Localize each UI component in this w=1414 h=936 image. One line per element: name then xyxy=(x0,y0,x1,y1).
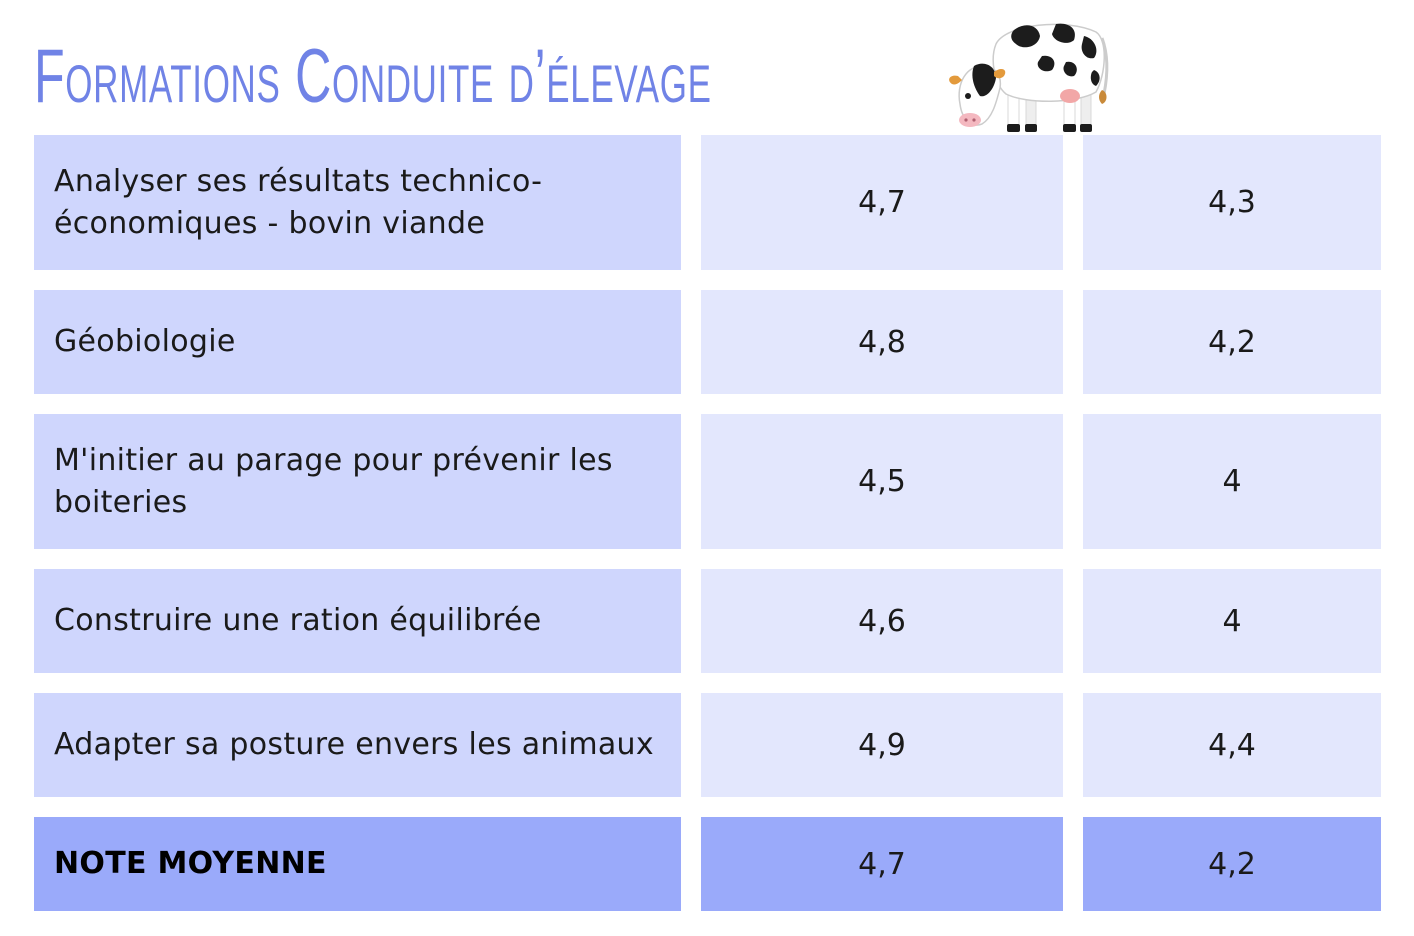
score-column-2: 4 xyxy=(1083,414,1381,549)
average-score-1: 4,7 xyxy=(701,817,1063,911)
table-row: Adapter sa posture envers les animaux 4,… xyxy=(0,693,1414,797)
formation-label: Adapter sa posture envers les animaux xyxy=(34,693,681,797)
average-label: NOTE MOYENNE xyxy=(34,817,681,911)
score-column-1: 4,9 xyxy=(701,693,1063,797)
score-column-1: 4,8 xyxy=(701,290,1063,394)
score-column-1: 4,6 xyxy=(701,569,1063,673)
table-row: Géobiologie 4,8 4,2 xyxy=(0,290,1414,394)
score-column-2: 4,2 xyxy=(1083,290,1381,394)
score-column-2: 4,3 xyxy=(1083,135,1381,270)
formation-label: Construire une ration équilibrée xyxy=(34,569,681,673)
cow-icon xyxy=(949,23,1109,132)
average-score-2: 4,2 xyxy=(1083,817,1381,911)
score-column-1: 4,7 xyxy=(701,135,1063,270)
formation-label: M'initier au parage pour prévenir les bo… xyxy=(34,414,681,549)
formation-label: Géobiologie xyxy=(34,290,681,394)
formation-label: Analyser ses résultats technico-économiq… xyxy=(34,135,681,270)
average-row: NOTE MOYENNE 4,7 4,2 xyxy=(0,817,1414,911)
table-row: Construire une ration équilibrée 4,6 4 xyxy=(0,569,1414,673)
score-column-2: 4,4 xyxy=(1083,693,1381,797)
page-title: Formations Conduite d’élevage xyxy=(34,34,712,119)
table-row: M'initier au parage pour prévenir les bo… xyxy=(0,414,1414,549)
table-row: Analyser ses résultats technico-économiq… xyxy=(0,135,1414,270)
score-column-1: 4,5 xyxy=(701,414,1063,549)
score-column-2: 4 xyxy=(1083,569,1381,673)
